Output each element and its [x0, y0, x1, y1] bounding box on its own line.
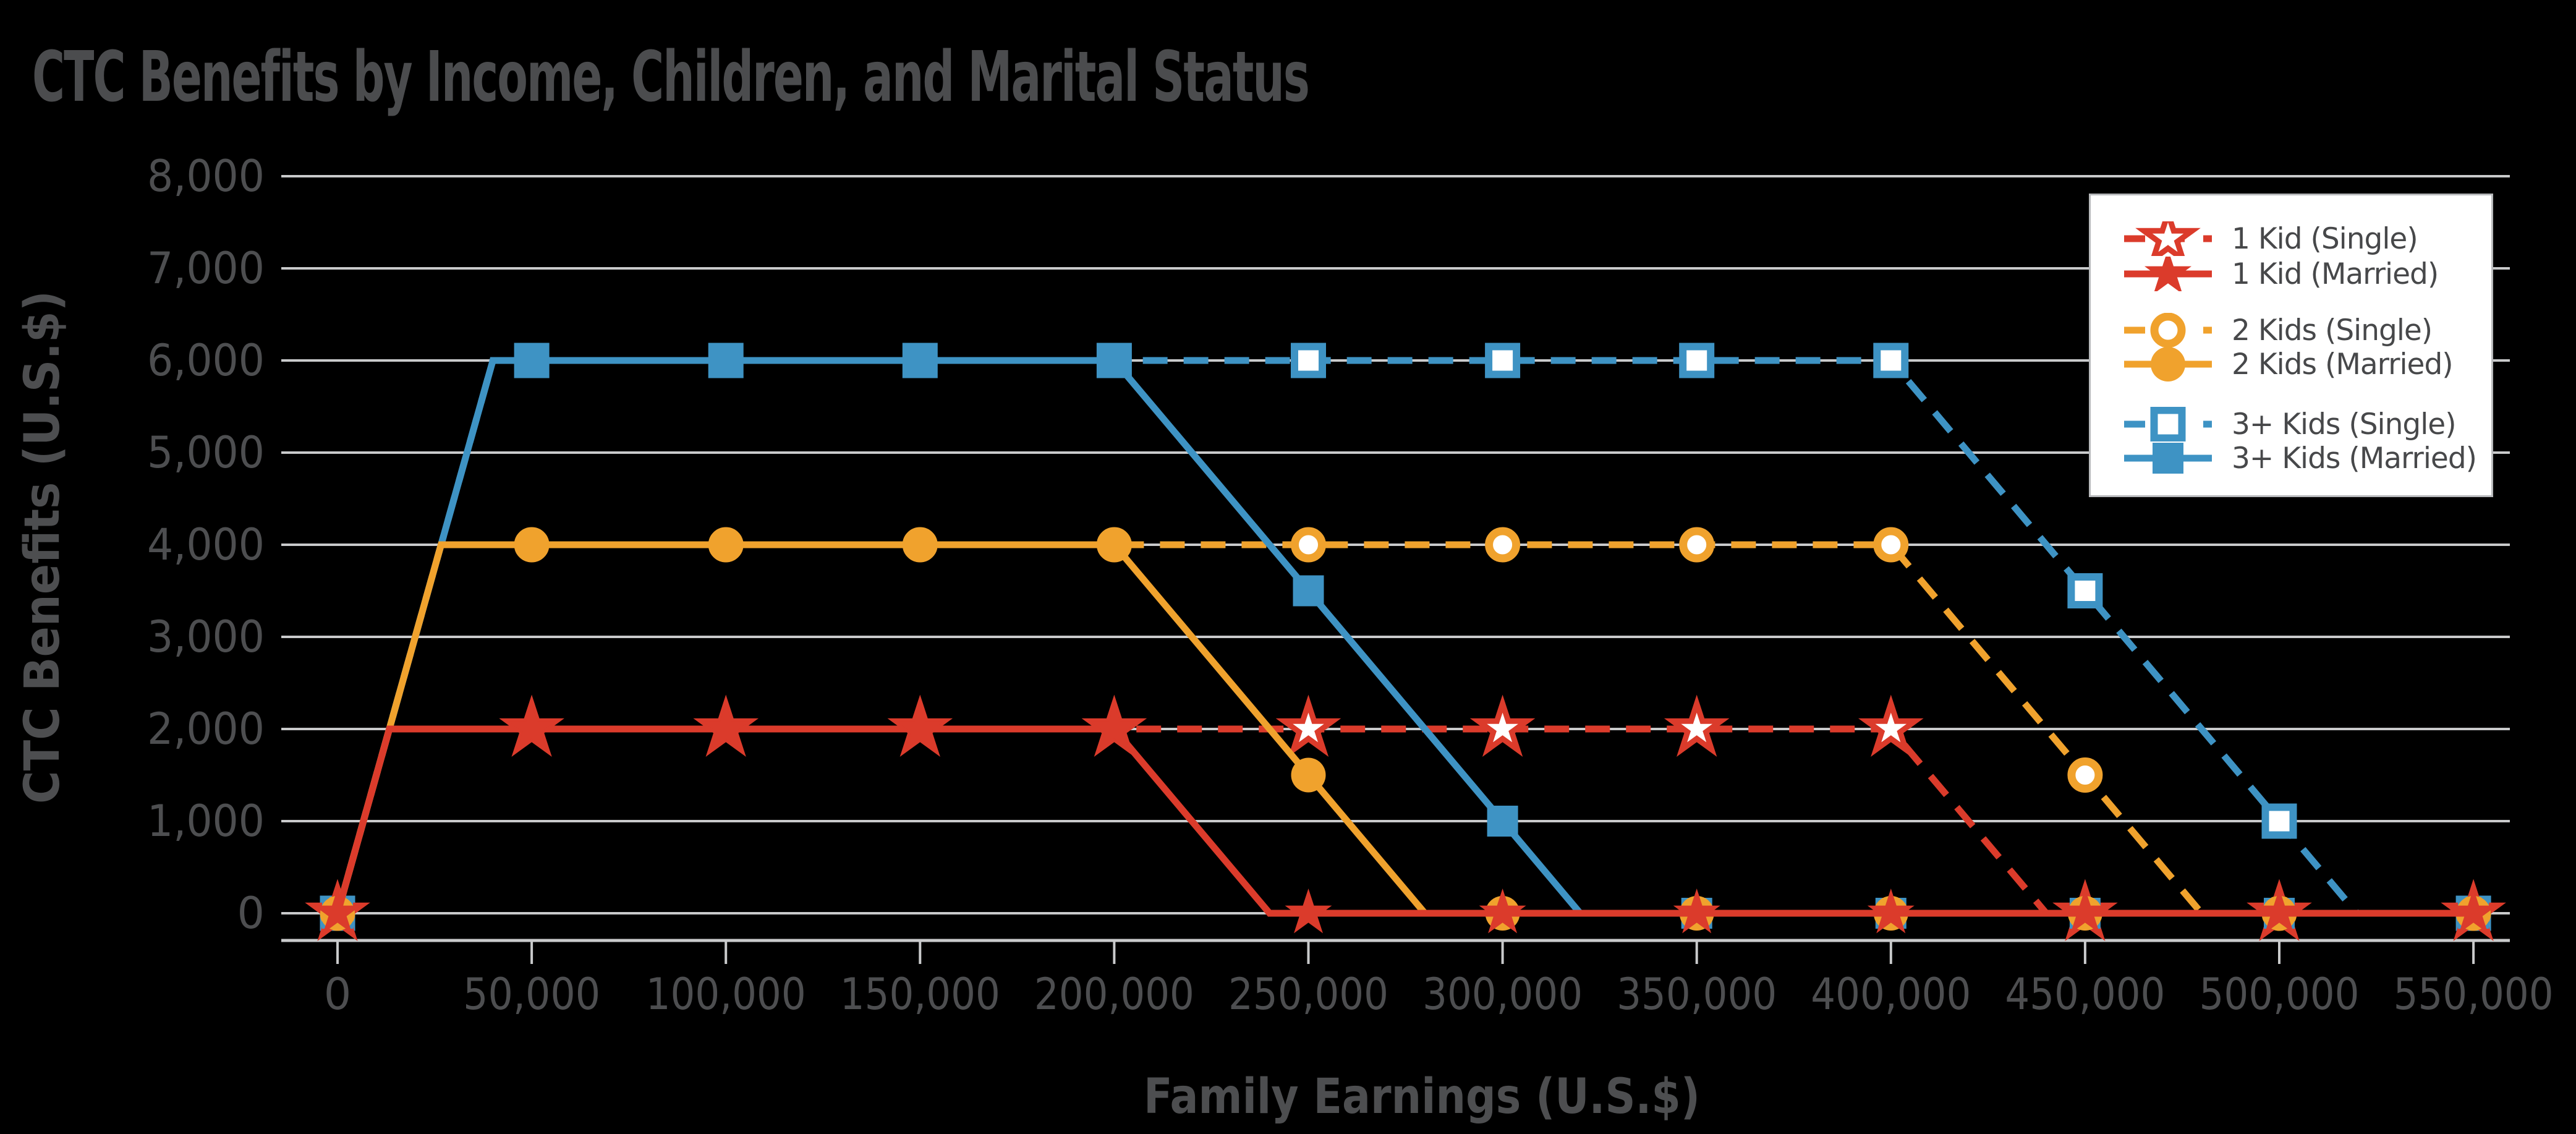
data-point-marker-square-filled — [2153, 443, 2183, 474]
data-point-marker-star-filled — [1867, 889, 1915, 934]
legend-item-2-kids-married: 2 Kids (Married) — [2091, 347, 2454, 382]
legend: 1 Kid (Single) 1 Kid (Married) 2 Kids (S… — [2089, 194, 2493, 497]
y-tick-label: 3,000 — [147, 612, 265, 662]
data-point-marker-square-filled — [1487, 806, 1518, 837]
data-point-marker-star-filled — [508, 704, 556, 749]
blue-dashed-open-square-icon — [2124, 407, 2212, 441]
legend-item-3-kids-single: 3+ Kids (Single) — [2091, 407, 2457, 441]
data-point-marker-square-filled — [710, 345, 742, 376]
legend-label: 1 Kid (Married) — [2232, 257, 2439, 291]
data-point-marker-circle-open — [1873, 527, 1909, 563]
data-point-marker-star-filled — [1479, 889, 1526, 934]
data-point-marker-circle-filled — [903, 527, 938, 562]
data-point-marker-square-open — [2067, 573, 2103, 608]
y-tick-label: 1,000 — [147, 796, 265, 846]
legend-label: 2 Kids (Married) — [2232, 347, 2454, 382]
x-tick-label: 350,000 — [1617, 969, 1777, 1020]
y-tick-label: 0 — [237, 888, 265, 939]
data-point-marker-circle-filled — [1097, 527, 1132, 562]
y-tick-label: 4,000 — [147, 519, 265, 570]
data-point-marker-square-filled — [516, 345, 548, 376]
data-point-marker-circle-open — [2150, 313, 2186, 347]
data-point-marker-square-open — [2150, 407, 2186, 441]
x-tick-label: 550,000 — [2394, 969, 2554, 1020]
data-point-marker-star-open — [1275, 694, 1341, 757]
data-point-marker-circle-filled — [1291, 757, 1326, 793]
data-point-marker-square-filled — [1099, 345, 1130, 376]
orange-solid-filled-circle-icon — [2124, 347, 2212, 382]
red-solid-filled-star-icon — [2124, 257, 2212, 291]
data-point-marker-square-open — [1291, 343, 1326, 378]
data-point-marker-star-open — [1664, 694, 1730, 757]
x-tick-label: 150,000 — [840, 969, 1000, 1020]
data-point-marker-star-filled — [702, 704, 750, 749]
series-1-kids-married — [314, 704, 2497, 934]
legend-label: 2 Kids (Single) — [2232, 313, 2433, 347]
x-axis-title: Family Earnings (U.S.$) — [1144, 1069, 1700, 1125]
y-tick-label: 8,000 — [147, 151, 265, 202]
orange-dashed-open-circle-icon — [2124, 313, 2212, 347]
data-point-marker-circle-open — [1679, 527, 1715, 563]
blue-solid-filled-square-icon — [2124, 443, 2212, 474]
chart-title: CTC Benefits by Income, Children, and Ma… — [32, 37, 1309, 117]
data-point-marker-square-filled — [904, 345, 936, 376]
x-tick-label: 450,000 — [2005, 969, 2165, 1020]
x-tick-label: 0 — [324, 969, 352, 1020]
data-point-marker-square-open — [1485, 343, 1521, 378]
y-tick-label: 2,000 — [147, 704, 265, 754]
data-point-marker-circle-open — [2067, 757, 2103, 793]
x-tick-label: 400,000 — [1811, 969, 1971, 1020]
data-point-marker-circle-open — [1485, 527, 1521, 563]
x-tick-label: 250,000 — [1228, 969, 1388, 1020]
legend-item-1-kid-married: 1 Kid (Married) — [2091, 257, 2439, 291]
legend-item-2-kids-single: 2 Kids (Single) — [2091, 313, 2433, 347]
data-point-marker-circle-open — [1291, 527, 1326, 563]
x-tick-label: 300,000 — [1422, 969, 1583, 1020]
legend-item-3-kids-married: 3+ Kids (Married) — [2091, 441, 2477, 475]
legend-label: 3+ Kids (Single) — [2232, 407, 2457, 441]
y-axis-title: CTC Benefits (U.S.$) — [15, 291, 70, 804]
data-point-marker-star-filled — [896, 704, 944, 749]
data-point-marker-square-open — [1679, 343, 1715, 378]
data-point-marker-star-open — [2135, 221, 2201, 256]
data-point-marker-circle-filled — [514, 527, 550, 562]
data-point-marker-star-filled — [1673, 889, 1720, 934]
y-tick-label: 7,000 — [147, 243, 265, 294]
data-point-marker-square-open — [1873, 343, 1909, 378]
data-point-marker-star-filled — [1285, 889, 1332, 934]
legend-label: 1 Kid (Single) — [2232, 221, 2418, 256]
data-point-marker-star-filled — [2145, 257, 2191, 291]
data-point-marker-star-filled — [2061, 889, 2109, 934]
data-point-marker-circle-filled — [2151, 347, 2185, 382]
x-tick-label: 500,000 — [2200, 969, 2360, 1020]
y-tick-label: 6,000 — [147, 335, 265, 386]
legend-label: 3+ Kids (Married) — [2232, 441, 2477, 475]
data-point-marker-square-open — [2261, 803, 2297, 839]
red-dashed-open-star-icon — [2124, 221, 2212, 256]
x-tick-label: 50,000 — [463, 969, 600, 1020]
data-point-marker-star-filled — [2256, 889, 2303, 934]
data-point-marker-star-open — [1858, 694, 1924, 757]
data-point-marker-star-open — [1469, 694, 1536, 757]
data-point-marker-square-filled — [1293, 575, 1324, 607]
x-tick-label: 100,000 — [646, 969, 806, 1020]
data-point-marker-star-filled — [314, 889, 361, 934]
data-point-marker-star-filled — [2450, 889, 2497, 934]
x-tick-label: 200,000 — [1034, 969, 1194, 1020]
series-1-kids-single — [305, 694, 2506, 941]
data-point-marker-star-filled — [1090, 704, 1138, 749]
legend-item-1-kid-single: 1 Kid (Single) — [2091, 221, 2418, 256]
y-tick-label: 5,000 — [147, 427, 265, 478]
data-point-marker-circle-filled — [708, 527, 744, 562]
